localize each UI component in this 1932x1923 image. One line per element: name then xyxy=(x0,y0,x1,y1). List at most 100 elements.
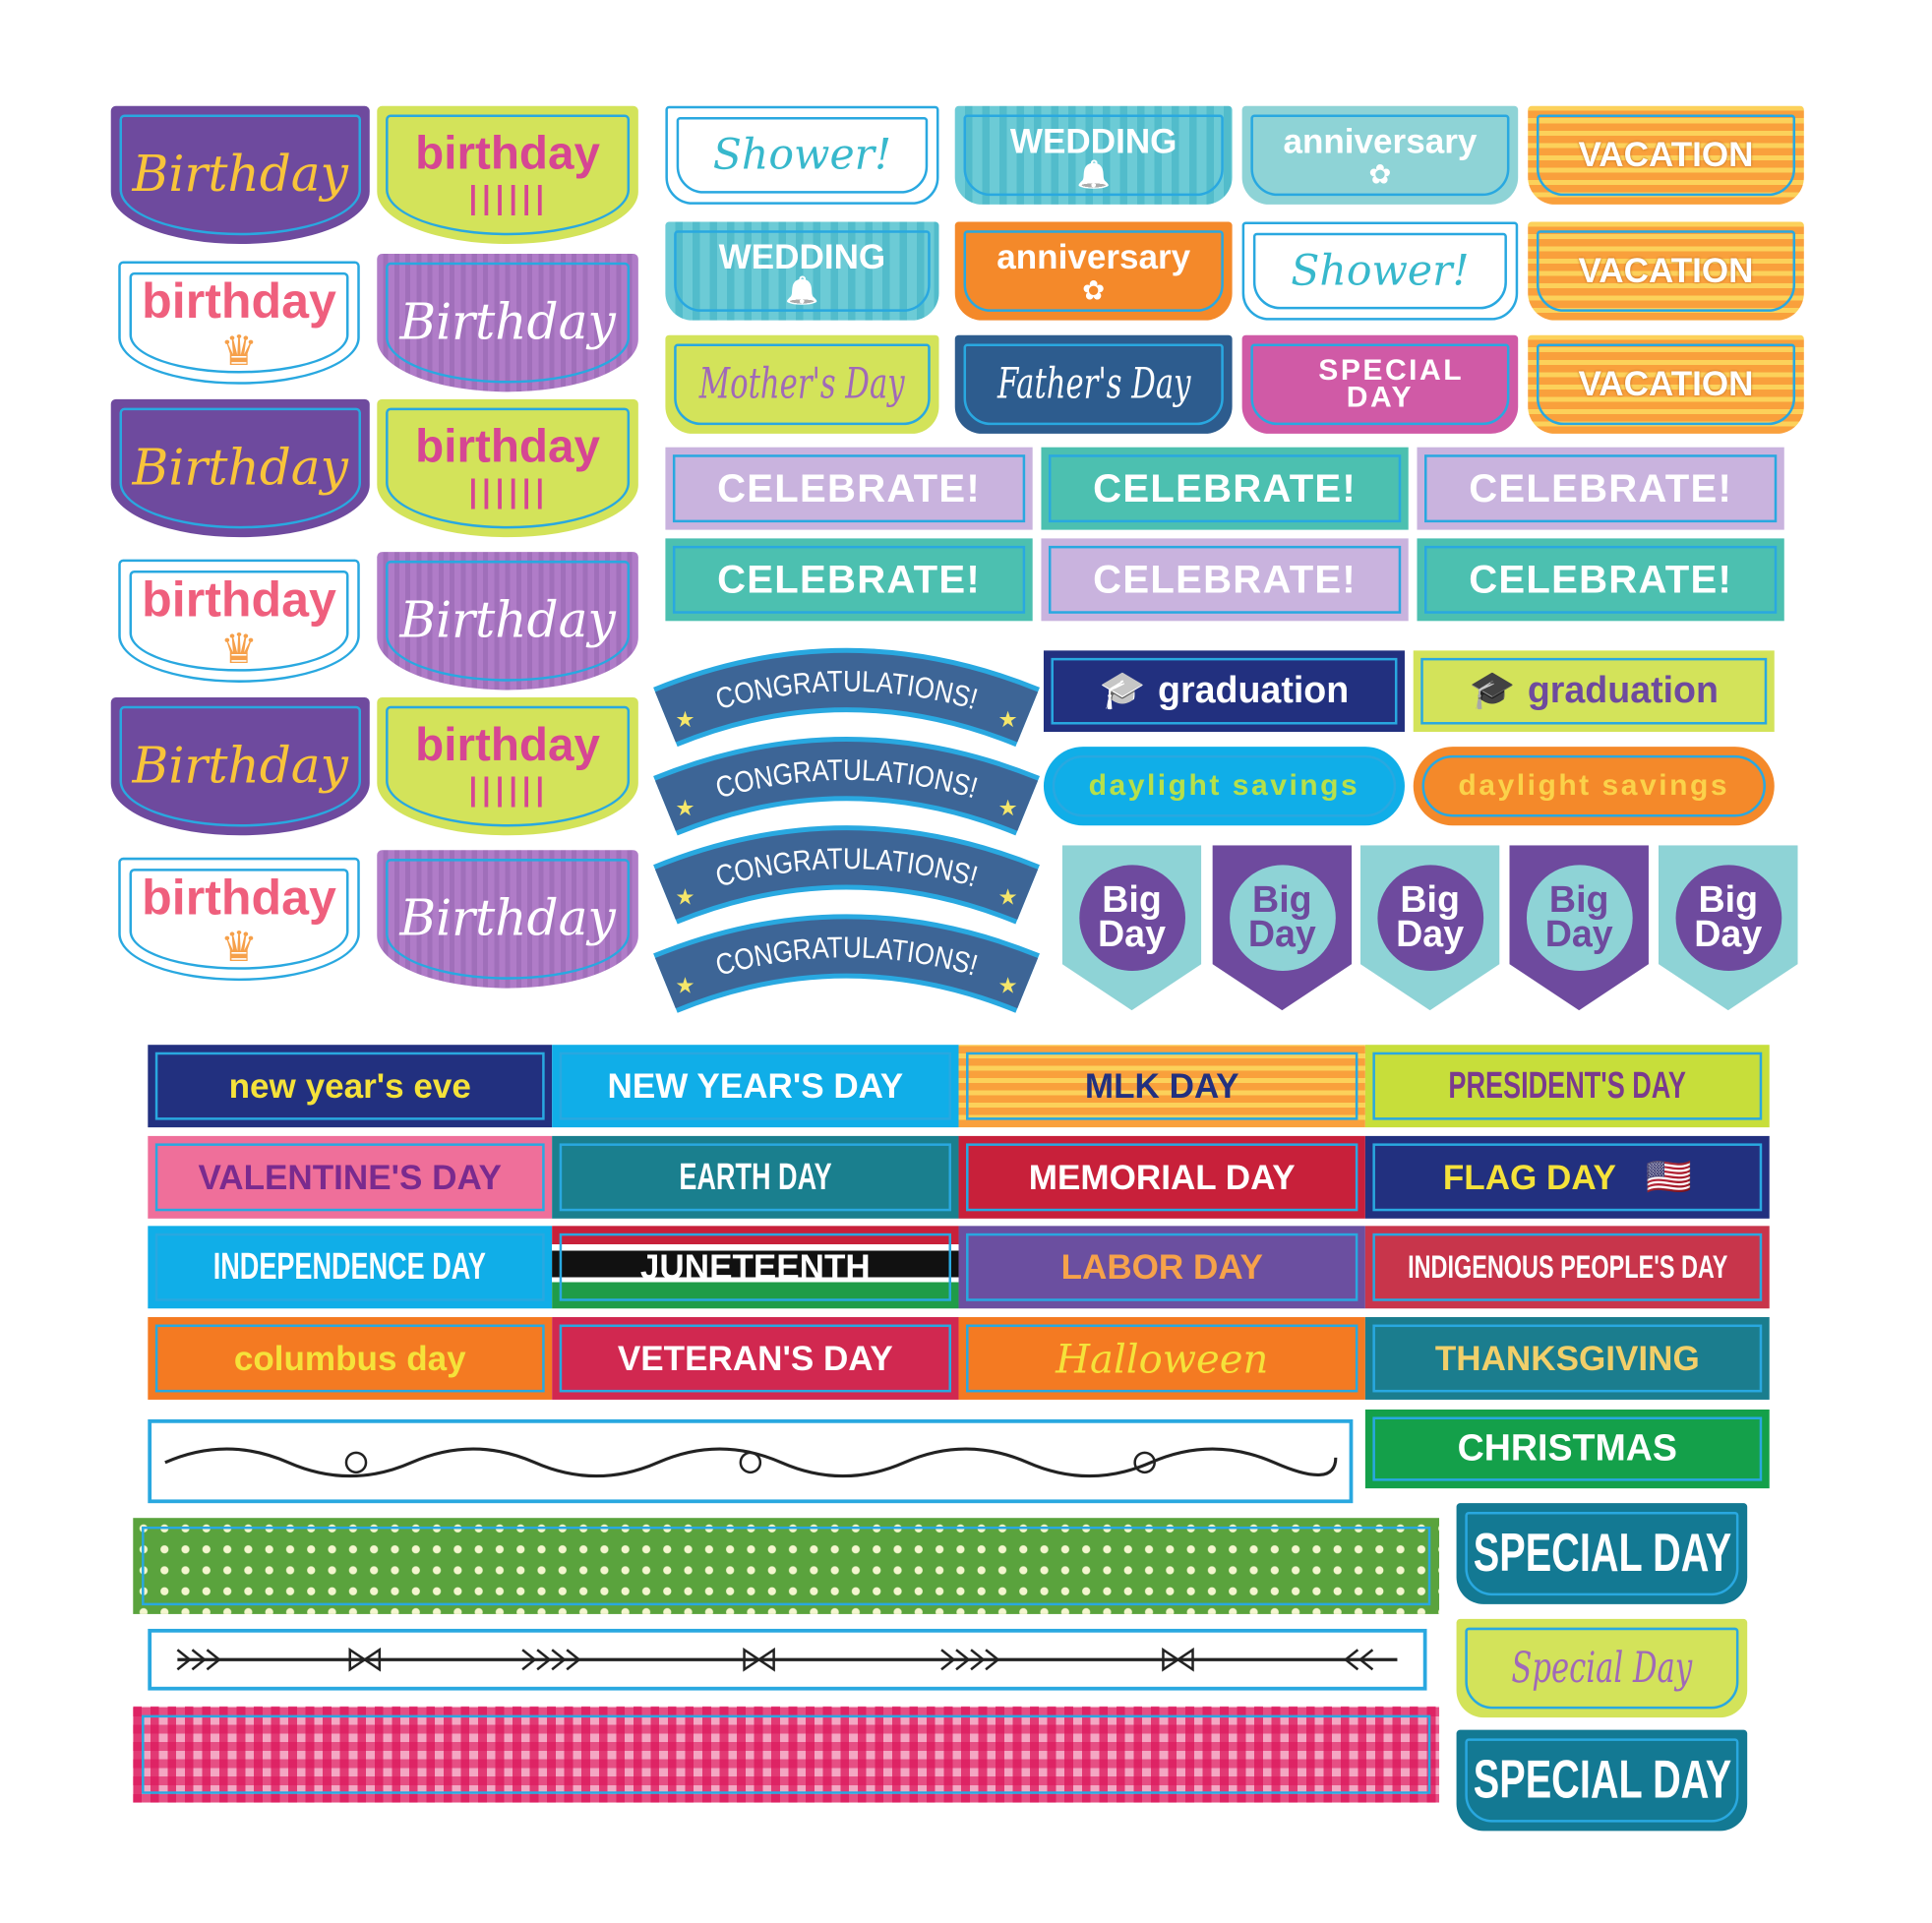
valentines-day-sticker: VALENTINE'S DAY xyxy=(148,1135,553,1219)
big-day-label: Big Day xyxy=(1078,865,1185,972)
banner-arc xyxy=(654,742,1039,831)
columbus-day-sticker: columbus day xyxy=(148,1317,553,1400)
banner-arc xyxy=(654,919,1039,1009)
labor-day-sticker: LABOR DAY xyxy=(958,1226,1365,1309)
birthday-sticker-script: Birthday xyxy=(377,850,638,989)
new-years-day-sticker-label: NEW YEAR'S DAY xyxy=(607,1066,904,1105)
birthday-sticker-script: Birthday xyxy=(377,552,638,691)
vacation-sticker: VACATION xyxy=(1528,221,1804,321)
anniversary-sticker: anniversary ✿ xyxy=(954,221,1233,321)
anniversary-sticker-label: anniversary xyxy=(1283,122,1478,160)
new-years-day-sticker: NEW YEAR'S DAY xyxy=(552,1045,959,1128)
special-day-sticker-lime-label: Special Day xyxy=(1511,1643,1693,1694)
congratulations-label: CONGRATULATIONS! xyxy=(712,754,981,805)
bells-icon: 🔔 xyxy=(1076,158,1111,190)
celebrate-sticker-label: CELEBRATE! xyxy=(1469,557,1733,602)
birthday-sticker-crown-label: birthday xyxy=(142,571,336,627)
big-day-label: Big Day xyxy=(1526,865,1633,972)
graduation-sticker-lime-label: graduation xyxy=(1527,670,1719,711)
banner-arc xyxy=(653,737,1040,836)
independence-day-sticker: INDEPENDENCE DAY xyxy=(148,1226,553,1309)
birthday-sticker-script-label: Birthday xyxy=(399,294,616,351)
daylight-savings-sticker-blue-label: daylight savings xyxy=(1088,768,1360,803)
veterans-day-sticker-label: VETERAN'S DAY xyxy=(617,1338,893,1377)
memorial-day-sticker-label: MEMORIAL DAY xyxy=(1028,1157,1296,1196)
earth-day-sticker: EARTH DAY xyxy=(552,1135,959,1219)
birthday-sticker-crown: birthday ♛ xyxy=(118,857,360,982)
congratulations-text: CONGRATULATIONS! xyxy=(712,931,981,982)
polka-dot-border-sticker xyxy=(133,1518,1440,1614)
celebrate-sticker: CELEBRATE! xyxy=(665,538,1033,622)
birthday-sticker-script-label: Birthday xyxy=(132,440,348,497)
birthday-sticker-candles-label: birthday xyxy=(415,420,600,473)
halloween-sticker-label: Halloween xyxy=(1056,1335,1269,1382)
celebrate-sticker: CELEBRATE! xyxy=(665,447,1033,530)
star-icon: ★ xyxy=(675,884,694,909)
shower-sticker: Shower! xyxy=(665,105,939,205)
congratulations-banner: CONGRATULATIONS! ★ ★ xyxy=(653,825,1040,925)
star-icon: ★ xyxy=(675,707,694,732)
star-icon: ★ xyxy=(998,884,1018,909)
banner-arc xyxy=(654,652,1039,743)
banner-arc xyxy=(653,825,1040,925)
celebrate-sticker-label: CELEBRATE! xyxy=(717,557,981,602)
mothers-day-sticker: Mother's Day xyxy=(665,334,939,434)
wedding-sticker: WEDDING 🔔 xyxy=(665,221,939,321)
star-icon: ★ xyxy=(998,974,1018,998)
celebrate-sticker: CELEBRATE! xyxy=(1041,447,1409,530)
celebrate-sticker: CELEBRATE! xyxy=(1417,447,1784,530)
big-day-pennant: Big Day xyxy=(1359,845,1500,1011)
birthday-sticker-crown: birthday ♛ xyxy=(118,261,360,385)
independence-day-sticker-label: INDEPENDENCE DAY xyxy=(213,1246,487,1288)
special-day-sticker-teal-label: SPECIAL DAY xyxy=(1473,1749,1731,1811)
celebrate-sticker: CELEBRATE! xyxy=(1417,538,1784,622)
celebrate-sticker-label: CELEBRATE! xyxy=(717,465,981,511)
gingham-border-sticker xyxy=(133,1706,1440,1803)
presidents-day-sticker: PRESIDENT'S DAY xyxy=(1364,1045,1770,1128)
floral-vine-border-sticker xyxy=(148,1418,1354,1504)
big-day-label: Big Day xyxy=(1674,865,1781,972)
shower-sticker: Shower! xyxy=(1241,221,1519,321)
flag-day-sticker-label: FLAG DAY xyxy=(1442,1157,1616,1196)
vacation-sticker: VACATION xyxy=(1528,334,1804,434)
mlk-day-sticker: MLK DAY xyxy=(958,1045,1365,1128)
congratulations-banner: CONGRATULATIONS! ★ ★ xyxy=(653,647,1040,748)
birthday-sticker-script-label: Birthday xyxy=(399,592,616,650)
special-day-sticker-teal: SPECIAL DAY xyxy=(1456,1503,1748,1604)
birthday-sticker-crown-label: birthday xyxy=(142,273,336,329)
special-day-sticker-lime: Special Day xyxy=(1456,1618,1748,1718)
christmas-sticker: CHRISTMAS xyxy=(1364,1409,1770,1489)
birthday-sticker-script: Birthday xyxy=(377,254,638,392)
congratulations-label: CONGRATULATIONS! xyxy=(712,666,981,716)
star-icon: ★ xyxy=(998,796,1018,820)
special-day-sticker-teal: SPECIAL DAY xyxy=(1456,1729,1748,1832)
birthday-sticker-candles-label: birthday xyxy=(415,718,600,771)
memorial-day-sticker: MEMORIAL DAY xyxy=(958,1135,1365,1219)
special-day-sticker: SPECIAL DAY xyxy=(1241,334,1519,434)
mlk-day-sticker-label: MLK DAY xyxy=(1084,1066,1239,1105)
columbus-day-sticker-label: columbus day xyxy=(233,1338,466,1377)
shower-sticker-label: Shower! xyxy=(712,130,892,180)
halloween-sticker: Halloween xyxy=(958,1317,1365,1400)
birthday-sticker-script: Birthday xyxy=(110,398,370,538)
candles-icon: ǀǀǀǀǀǀ xyxy=(467,178,548,225)
big-day-label: Big Day xyxy=(1229,865,1336,972)
congratulations-text: CONGRATULATIONS! xyxy=(712,666,981,716)
birthday-sticker-script-label: Birthday xyxy=(132,147,348,204)
celebrate-sticker-label: CELEBRATE! xyxy=(1093,465,1358,511)
birthday-sticker-candles: birthday ǀǀǀǀǀǀ xyxy=(377,105,638,245)
banner-arc xyxy=(653,647,1040,748)
birthday-sticker-candles: birthday ǀǀǀǀǀǀ xyxy=(377,696,638,836)
anniversary-sticker-label: anniversary xyxy=(996,237,1191,276)
special-day-sticker-label: SPECIAL DAY xyxy=(1318,353,1465,414)
celebrate-sticker-label: CELEBRATE! xyxy=(1093,557,1358,602)
presidents-day-sticker-label: PRESIDENT'S DAY xyxy=(1448,1064,1687,1107)
star-icon: ★ xyxy=(675,974,694,998)
banner-arc xyxy=(653,914,1040,1013)
new-years-eve-sticker: new year's eve xyxy=(148,1045,553,1128)
birthday-sticker-script: Birthday xyxy=(110,105,370,245)
juneteenth-sticker: JUNETEENTH xyxy=(552,1226,959,1309)
big-day-pennant: Big Day xyxy=(1061,845,1202,1011)
christmas-sticker-label: CHRISTMAS xyxy=(1457,1427,1678,1470)
congratulations-banner: CONGRATULATIONS! ★ ★ xyxy=(653,914,1040,1013)
